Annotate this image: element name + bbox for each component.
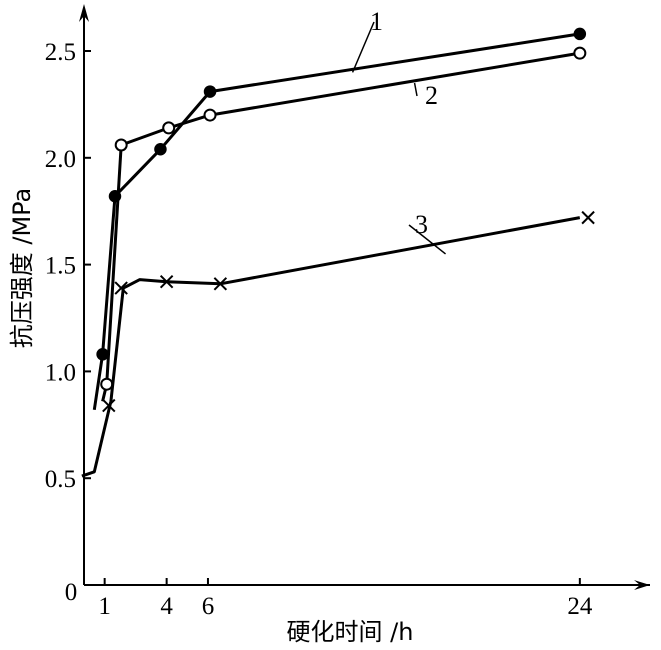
y-tick-label: 1.5 <box>45 253 76 280</box>
x-tick-label: 24 <box>567 593 593 620</box>
series-2-point <box>114 138 128 152</box>
x-tick-label: 4 <box>160 593 173 620</box>
series-label-leader <box>408 224 447 255</box>
series-label-leader <box>413 82 418 97</box>
series-3-point <box>213 277 228 291</box>
series-label: 1 <box>370 7 383 36</box>
series-2-point <box>162 121 176 135</box>
x-tick-label: 6 <box>202 593 215 620</box>
y-tick-label: 2.0 <box>45 146 76 173</box>
series-2-point <box>203 108 217 122</box>
series-3-point <box>102 398 116 413</box>
series-label: 2 <box>425 81 438 110</box>
axes: 01 4 6 240.51.01.52.02.5 <box>45 4 650 620</box>
series-1-point <box>96 348 109 361</box>
x-axis-title: 硬化时间 /h <box>287 618 414 646</box>
series-3-point <box>159 274 174 289</box>
annotation-layer: 1 2 3 <box>351 7 447 255</box>
series-1-line <box>92 32 581 411</box>
series-2-point <box>573 46 587 60</box>
y-axis-arrow <box>79 4 89 22</box>
series-2-point <box>100 377 114 391</box>
y-tick-label: 1.0 <box>45 359 76 386</box>
series-1-point <box>154 143 167 156</box>
series-1-point <box>573 27 587 41</box>
series-3-line <box>81 216 581 478</box>
series-2-line <box>101 51 581 402</box>
origin-label: 0 <box>65 579 78 606</box>
y-tick-label: 2.5 <box>45 39 76 66</box>
y-tick-label: 0.5 <box>45 466 76 493</box>
series-layer <box>81 27 595 478</box>
series-label: 3 <box>415 210 428 239</box>
x-tick-label: 1 <box>98 593 111 620</box>
x-axis-arrow <box>634 580 650 590</box>
series-label-leader <box>351 21 375 73</box>
y-axis-title: 抗压强度 /MPa <box>8 188 36 349</box>
series-1-point <box>203 85 217 98</box>
series-3-point <box>581 210 595 225</box>
series-3-point <box>114 281 128 295</box>
